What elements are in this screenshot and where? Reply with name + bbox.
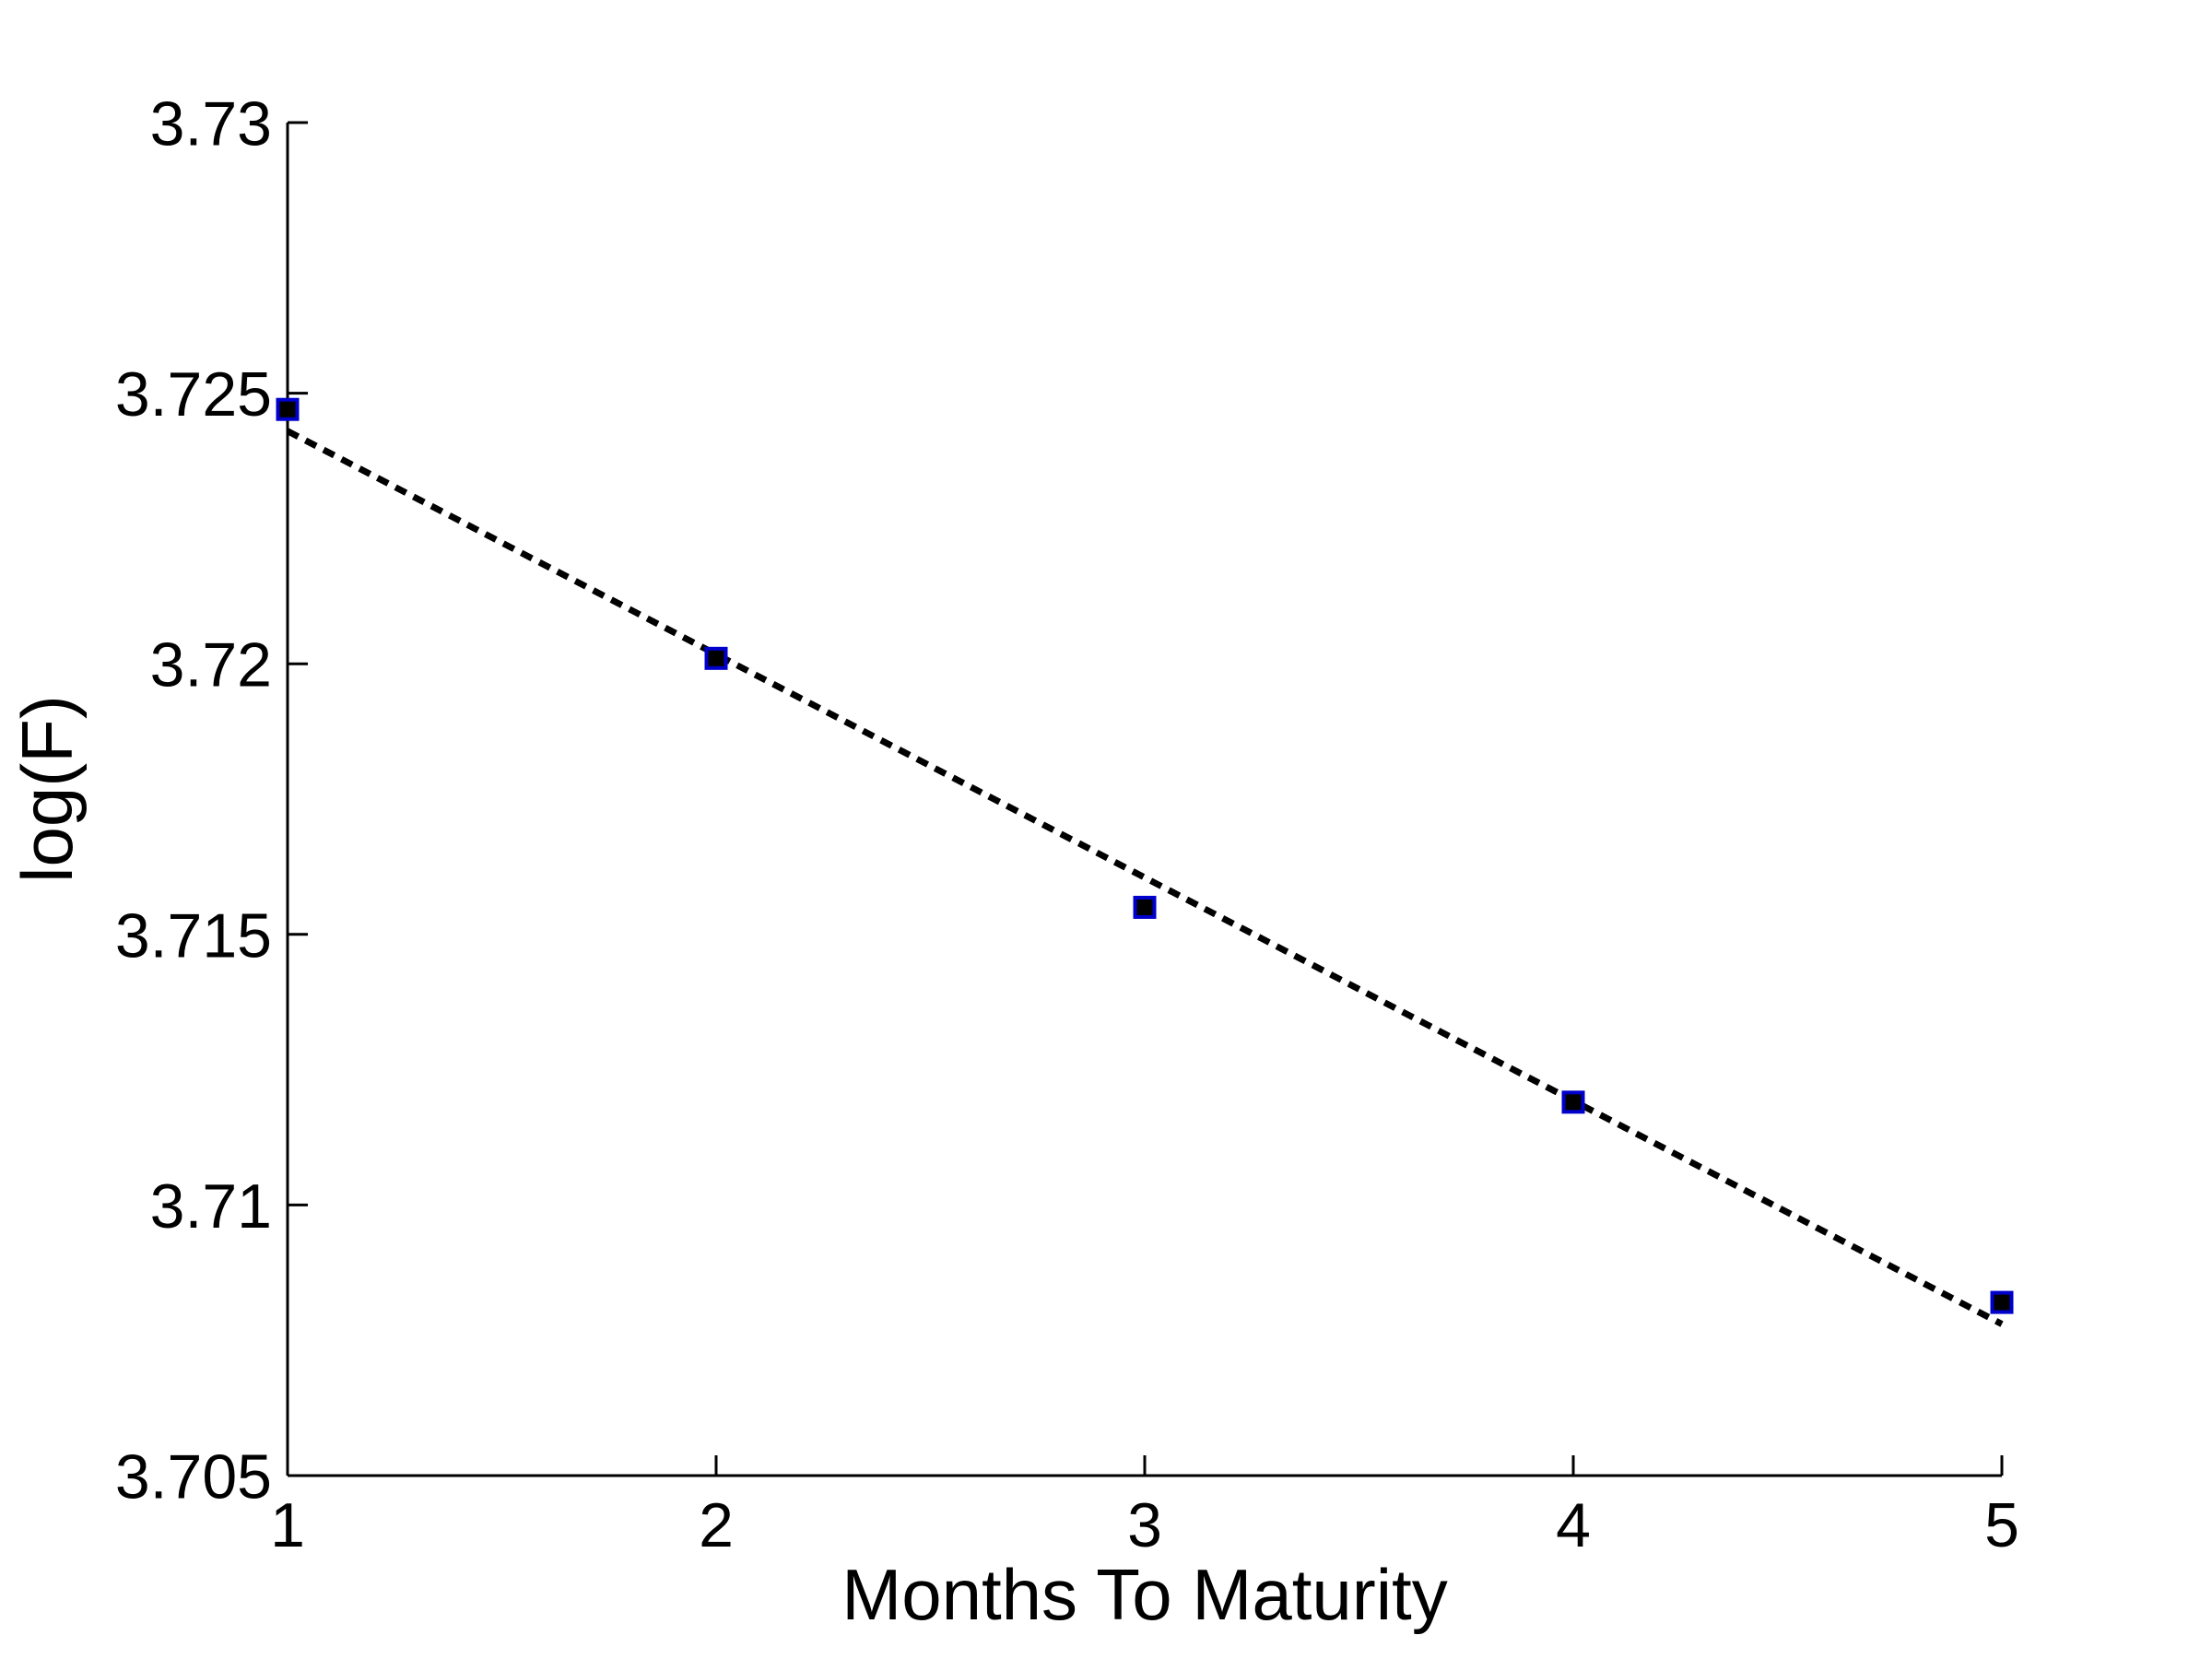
x-tick-label: 5 bbox=[1984, 1490, 2019, 1560]
x-axis-title: Months To Maturity bbox=[841, 1554, 1447, 1635]
y-tick-label: 3.71 bbox=[150, 1171, 272, 1241]
axes-layer: 3.705 3.71 3.715 3.72 3.725 3.73 1 2 3 4 5 bbox=[115, 88, 2019, 1560]
x-tick-label: 4 bbox=[1556, 1490, 1591, 1560]
y-tick-label: 3.72 bbox=[150, 630, 272, 700]
x-tick-label: 2 bbox=[699, 1490, 734, 1560]
data-point-marker bbox=[276, 397, 300, 421]
fit-line bbox=[286, 428, 2004, 1327]
y-tick-label: 3.715 bbox=[115, 900, 272, 971]
series-layer bbox=[276, 397, 2014, 1327]
data-point-marker bbox=[1133, 895, 1157, 919]
y-tick-label: 3.73 bbox=[150, 88, 272, 159]
y-tick-label: 3.705 bbox=[115, 1441, 272, 1512]
data-point-marker bbox=[704, 646, 728, 670]
x-tick-label: 1 bbox=[270, 1490, 305, 1560]
y-axis-title: log(F) bbox=[6, 695, 88, 883]
x-tick-label: 3 bbox=[1127, 1490, 1162, 1560]
data-point-marker bbox=[1561, 1090, 1585, 1114]
data-point-marker bbox=[1990, 1290, 2014, 1314]
y-tick-label: 3.725 bbox=[115, 359, 272, 429]
